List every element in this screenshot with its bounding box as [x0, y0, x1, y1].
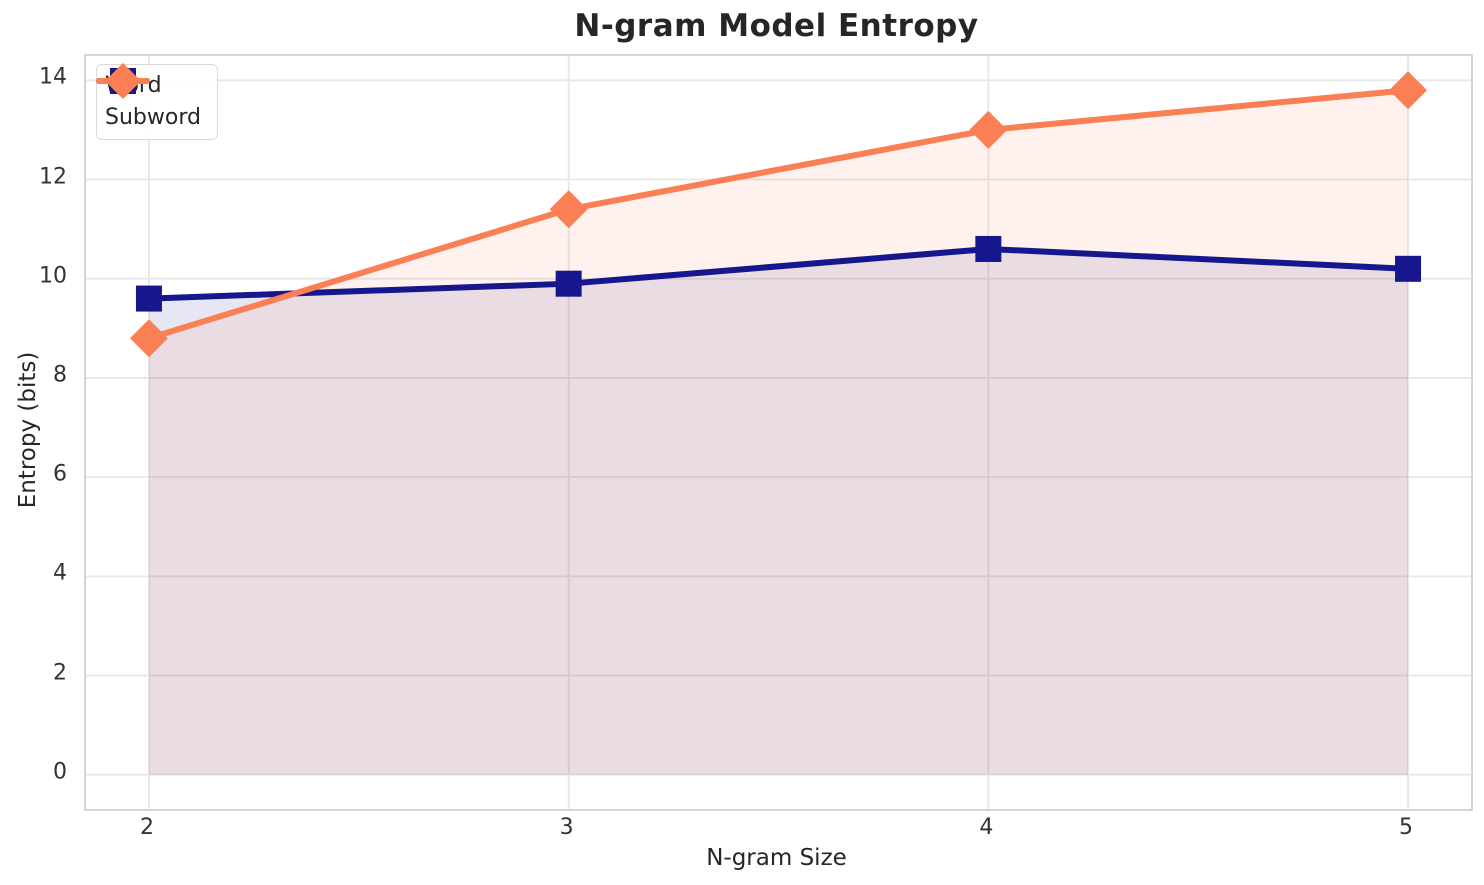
x-tick-label: 3	[559, 815, 574, 840]
chart-title: N-gram Model Entropy	[574, 8, 979, 44]
y-tick-label: 4	[53, 560, 67, 586]
plot-area: Word Subword	[84, 54, 1473, 811]
y-tick-label: 6	[53, 461, 67, 487]
y-tick-label: 2	[53, 660, 67, 686]
y-tick-label: 0	[53, 759, 67, 785]
chart-canvas	[86, 56, 1471, 809]
y-tick-label: 12	[39, 164, 67, 190]
legend: Word Subword	[96, 63, 218, 140]
x-tick-label: 4	[979, 815, 994, 840]
y-tick-label: 10	[39, 263, 67, 289]
legend-item-subword: Subword	[96, 63, 201, 134]
y-tick-label: 14	[39, 64, 67, 90]
x-tick-label: 5	[1399, 815, 1414, 840]
y-tick-label: 8	[53, 362, 67, 388]
subword-diamond-marker-icon	[96, 63, 150, 99]
legend-label-subword: Subword	[105, 105, 201, 130]
x-tick-label: 2	[139, 815, 154, 840]
x-axis-label: N-gram Size	[706, 845, 847, 871]
